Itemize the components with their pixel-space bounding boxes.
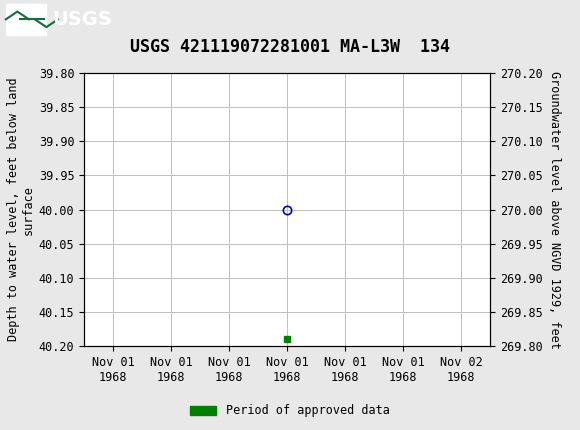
Text: USGS 421119072281001 MA-L3W  134: USGS 421119072281001 MA-L3W 134 (130, 38, 450, 56)
Legend: Period of approved data: Period of approved data (186, 399, 394, 422)
FancyBboxPatch shape (6, 4, 46, 35)
Y-axis label: Groundwater level above NGVD 1929, feet: Groundwater level above NGVD 1929, feet (548, 71, 561, 349)
Y-axis label: Depth to water level, feet below land
surface: Depth to water level, feet below land su… (6, 78, 35, 341)
Text: USGS: USGS (52, 10, 112, 29)
